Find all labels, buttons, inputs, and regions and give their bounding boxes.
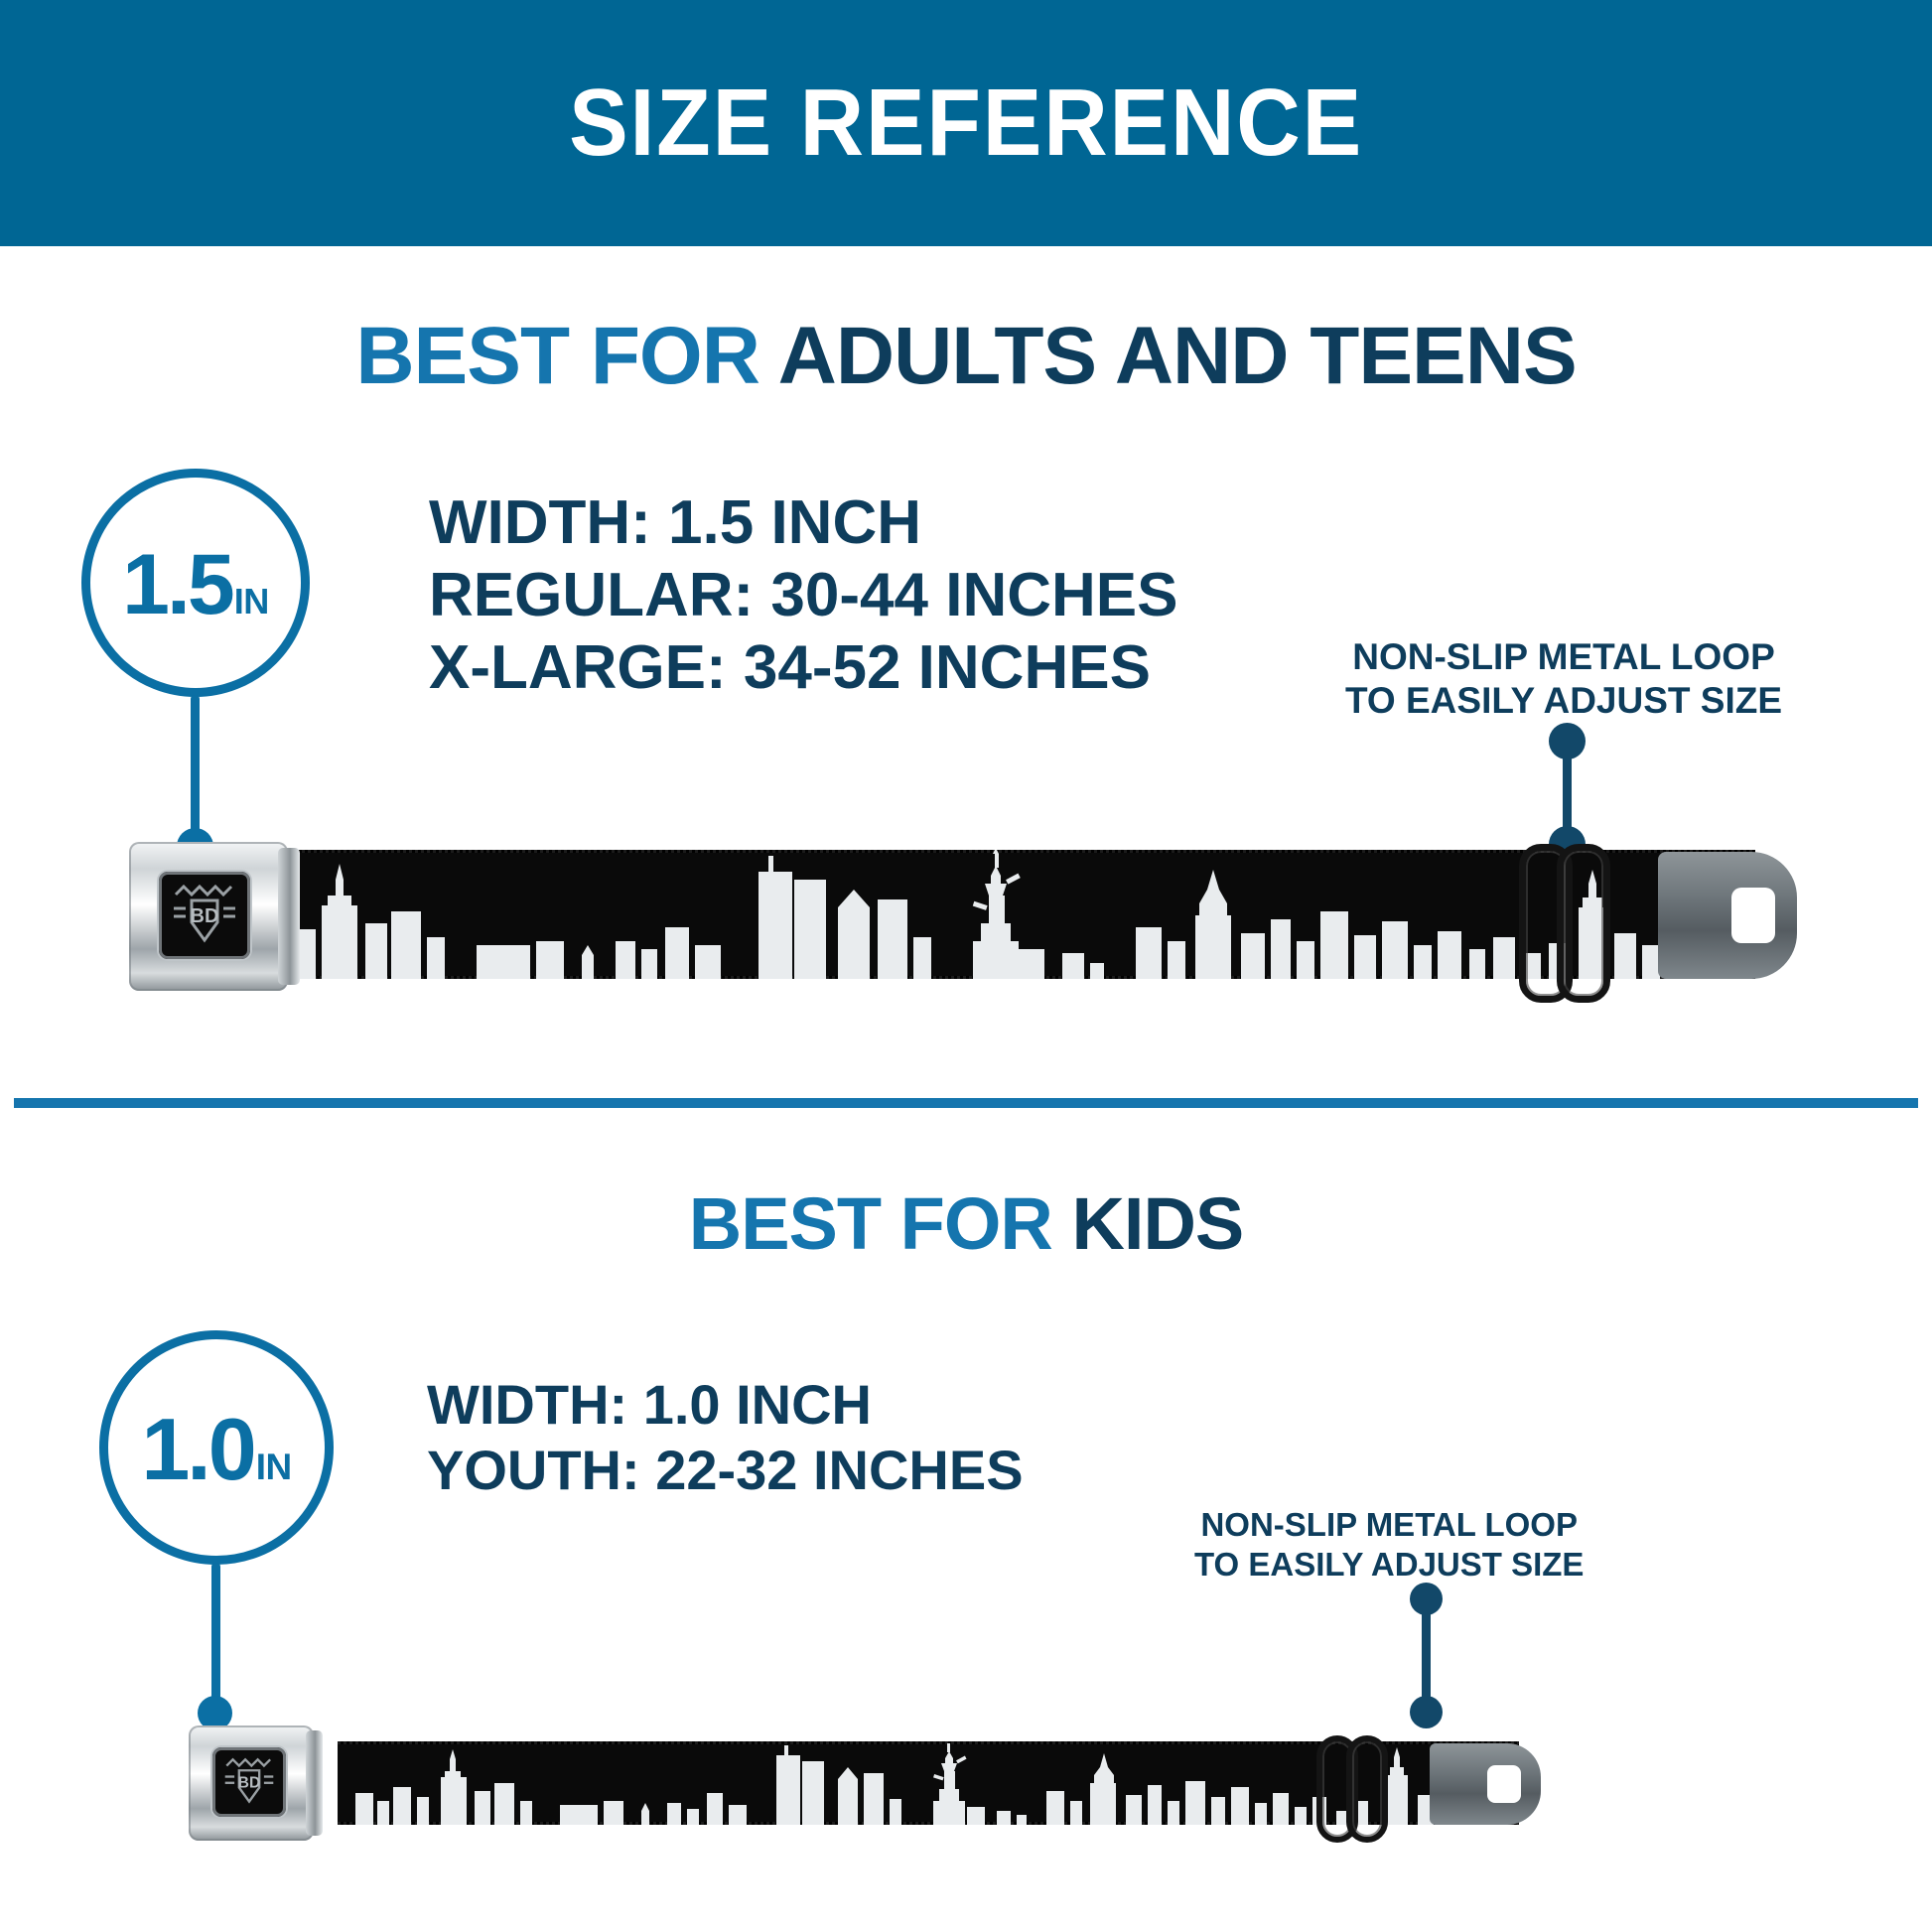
callout-line-1-kids: NON-SLIP METAL LOOP xyxy=(1200,1506,1578,1543)
buckle-logo-plate-kids: BD xyxy=(212,1747,286,1817)
strap-edge-bottom-kids xyxy=(338,1822,1519,1825)
spec-line-xlarge-adults: X-LARGE: 34-52 INCHES xyxy=(429,633,1151,703)
size-badge-circle-adults: 1.5 IN xyxy=(81,469,310,697)
buckle-hinge-kids xyxy=(306,1729,323,1837)
callout-line-1-adults: NON-SLIP METAL LOOP xyxy=(1352,636,1775,677)
section-heading-kids: BEST FOR KIDS xyxy=(0,1187,1932,1261)
callout-line-2-kids: TO EASILY ADJUST SIZE xyxy=(1194,1545,1585,1583)
spec-line-youth-kids: YOUTH: 22-32 INCHES xyxy=(427,1439,1024,1502)
heading-emphasis-kids: KIDS xyxy=(1071,1182,1244,1265)
spec-line-regular-adults: REGULAR: 30-44 INCHES xyxy=(429,561,1178,630)
belt-tip-hole-kids xyxy=(1487,1765,1521,1803)
size-badge-number-kids: 1.0 xyxy=(141,1400,256,1498)
section-heading-adults: BEST FOR ADULTS AND TEENS xyxy=(0,316,1932,397)
heading-prefix-adults: BEST FOR xyxy=(355,311,778,401)
svg-text:BD: BD xyxy=(238,1774,261,1791)
heading-emphasis-adults: ADULTS AND TEENS xyxy=(777,311,1578,401)
badge-pointer-line-adults xyxy=(191,695,200,844)
metal-loop-2-adults xyxy=(1557,844,1610,1003)
size-badge-unit-adults: IN xyxy=(233,581,270,621)
bd-shield-logo-kids: BD xyxy=(224,1757,274,1804)
metal-loop-2-kids xyxy=(1346,1735,1388,1843)
heading-prefix-kids: BEST FOR xyxy=(688,1182,1072,1265)
bd-shield-logo-adults: BD xyxy=(174,884,235,943)
seatbelt-buckle-kids: BD xyxy=(189,1725,323,1841)
seatbelt-buckle-adults: BD xyxy=(129,842,300,991)
spec-list-adults: WIDTH: 1.5 INCH REGULAR: 30-44 INCHES X-… xyxy=(429,486,1177,704)
product-belt-kids: BD xyxy=(189,1725,1618,1843)
product-belt-adults: BD xyxy=(129,842,1797,1003)
size-badge-circle-kids: 1.0 IN xyxy=(99,1330,334,1565)
callout-pointer-kids xyxy=(1410,1583,1446,1731)
buckle-hinge-adults xyxy=(278,848,300,985)
metal-belt-tip-kids xyxy=(1430,1743,1541,1825)
header-banner: SIZE REFERENCE xyxy=(0,0,1932,246)
spec-list-kids: WIDTH: 1.0 INCH YOUTH: 22-32 INCHES xyxy=(427,1372,1024,1503)
callout-pointer-line-kids xyxy=(1422,1600,1431,1724)
callout-metal-loop-adults: NON-SLIP METAL LOOP TO EASILY ADJUST SIZ… xyxy=(1345,635,1782,724)
svg-text:BD: BD xyxy=(191,905,219,927)
metal-loop-1-adults xyxy=(1519,844,1573,1003)
size-badge-text-adults: 1.5 IN xyxy=(122,542,269,627)
metal-loop-1-kids xyxy=(1316,1735,1358,1843)
size-badge-unit-kids: IN xyxy=(255,1447,292,1487)
metal-belt-tip-adults xyxy=(1658,852,1797,979)
badge-pointer-dot-kids xyxy=(198,1696,232,1730)
badge-pointer-line-kids xyxy=(211,1563,220,1712)
buckle-logo-plate-adults: BD xyxy=(159,872,250,959)
spec-line-width-kids: WIDTH: 1.0 INCH xyxy=(427,1373,872,1436)
size-badge-kids: 1.0 IN xyxy=(99,1330,357,1767)
size-badge-text-kids: 1.0 IN xyxy=(141,1400,292,1498)
callout-line-2-adults: TO EASILY ADJUST SIZE xyxy=(1345,680,1783,722)
belt-tip-hole-adults xyxy=(1731,888,1775,943)
size-badge-number-adults: 1.5 xyxy=(122,537,235,632)
section-divider xyxy=(14,1098,1918,1108)
callout-metal-loop-kids: NON-SLIP METAL LOOP TO EASILY ADJUST SIZ… xyxy=(1194,1505,1584,1584)
callout-pointer-dot-bottom-kids xyxy=(1410,1696,1443,1728)
callout-pointer-line-adults xyxy=(1563,743,1572,854)
strap-edge-top-kids xyxy=(338,1741,1519,1744)
size-badge-adults: 1.5 IN xyxy=(81,469,340,896)
spec-line-width-adults: WIDTH: 1.5 INCH xyxy=(429,488,921,557)
strap-edge-top-adults xyxy=(207,850,1755,853)
page-title: SIZE REFERENCE xyxy=(569,69,1363,176)
